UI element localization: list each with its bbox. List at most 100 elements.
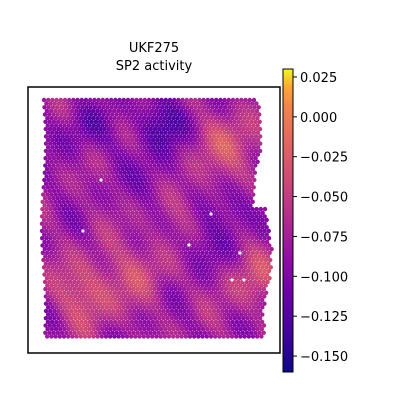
spot [168,239,173,245]
spot [78,334,84,339]
spot [228,301,233,306]
spot [236,286,241,292]
spot [206,330,212,335]
spot [102,181,108,186]
spot [184,123,189,128]
spot [162,276,167,281]
spot [171,145,177,150]
spot [157,301,162,306]
spot [119,221,125,226]
spot [257,286,262,292]
spot [102,188,107,194]
spot [134,297,139,303]
spot [70,166,75,172]
spot [79,225,85,230]
spot [121,177,127,183]
spot [56,156,61,161]
spot [181,170,186,175]
spot [91,123,97,128]
spot [162,243,167,248]
spot [187,268,192,274]
spot [143,254,149,259]
spot [187,199,192,204]
spot [227,246,232,252]
spot [81,214,87,219]
spot [167,130,172,135]
spot [72,279,77,285]
spot [249,261,254,266]
spot [104,185,109,190]
spot [96,239,102,245]
spot [59,203,64,208]
spot [130,105,135,110]
spot [50,232,55,237]
spot [70,334,75,339]
spot [87,334,92,339]
spot [234,297,240,303]
spot [170,243,175,248]
spot [60,261,65,266]
spot [182,294,187,299]
spot [210,239,215,245]
spot [166,236,171,241]
spot [112,334,117,339]
spot [163,177,169,183]
spot [194,148,200,154]
spot [52,141,57,146]
spot [56,261,61,266]
spot [258,268,263,274]
spot [49,123,55,128]
spot [221,334,226,339]
spot [102,221,108,226]
spot [192,312,198,317]
spot [182,308,187,314]
spot [178,261,183,266]
spot [59,170,64,175]
spot [61,174,66,179]
spot [59,246,64,252]
spot [70,319,76,325]
spot [132,181,137,186]
spot [64,188,69,194]
spot [239,272,245,277]
spot [141,166,146,172]
spot [98,214,104,219]
spot [100,265,106,270]
spot [230,217,236,223]
spot [161,323,166,328]
spot [91,159,97,164]
spot [217,152,223,157]
spot [262,301,267,306]
spot [117,319,122,325]
spot [111,141,116,146]
spot [157,126,162,132]
spot [241,101,246,106]
spot [190,156,195,161]
spot [67,239,72,245]
spot [57,206,62,212]
spot [119,148,124,154]
spot [132,221,137,226]
spot [116,257,122,263]
spot [83,305,89,310]
spot [89,112,94,117]
spot [248,163,254,168]
spot [233,174,238,179]
spot [64,254,69,259]
spot [101,272,106,277]
spot [160,170,165,175]
spot [183,192,189,197]
spot [72,156,78,161]
spot [167,305,173,310]
spot [60,214,66,219]
spot [81,323,86,328]
spot [75,105,81,110]
spot [110,330,115,335]
spot [217,290,223,295]
spot [178,174,184,179]
spot [92,105,98,110]
spot [200,276,205,281]
spot [120,243,125,248]
spot [61,283,67,288]
spot [204,199,209,204]
